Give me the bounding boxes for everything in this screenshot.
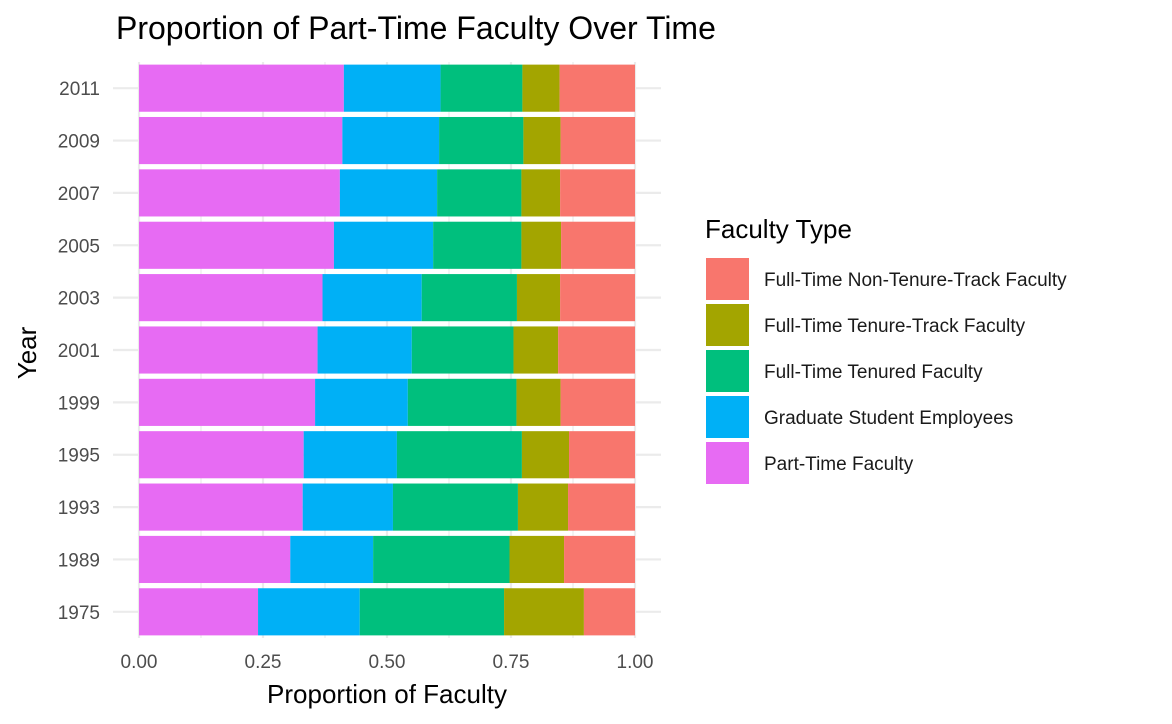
x-axis-title: Proportion of Faculty <box>267 679 507 709</box>
x-tick-label: 0.25 <box>245 652 282 673</box>
bar-segment <box>139 535 291 584</box>
legend-swatch <box>706 304 749 346</box>
bar-segment <box>516 274 561 322</box>
bar-segment <box>139 64 344 112</box>
x-tick-label: 1.00 <box>617 652 654 673</box>
legend-label: Full-Time Non-Tenure-Track Faculty <box>764 270 1067 291</box>
bar-segment <box>560 169 635 217</box>
bar-segment <box>516 378 561 426</box>
bar-segment <box>373 535 510 584</box>
bar-segment <box>504 588 584 636</box>
legend-swatch <box>706 350 749 392</box>
bar-segment <box>139 326 318 374</box>
y-tick-label: 2009 <box>58 132 100 153</box>
bar-segment <box>522 64 560 112</box>
bar-segment <box>258 588 360 636</box>
bar-segment <box>139 221 334 269</box>
bar-segment <box>342 116 440 165</box>
bar-segment <box>560 274 635 322</box>
chart-title: Proportion of Part-Time Faculty Over Tim… <box>116 10 716 46</box>
bar-segment <box>317 326 412 374</box>
legend-label: Full-Time Tenured Faculty <box>764 362 983 383</box>
bar-segment <box>411 326 514 374</box>
bar-segment <box>583 588 635 636</box>
bar-segment <box>437 169 522 217</box>
legend-swatch <box>706 442 749 484</box>
bar-segment <box>521 169 561 217</box>
bar-segment <box>433 221 522 269</box>
x-axis-ticks: 0.00 0.25 0.50 0.75 1.00 <box>121 652 654 673</box>
y-tick-label: 1975 <box>58 603 100 624</box>
bar-segment <box>517 483 569 531</box>
bar-segment <box>513 326 559 374</box>
bar-segment <box>339 169 438 217</box>
bar-segment <box>139 378 316 426</box>
y-tick-label: 2003 <box>58 289 100 310</box>
legend-label: Part-Time Faculty <box>764 454 914 475</box>
bar-segment <box>359 588 505 636</box>
bar-segment <box>396 431 522 479</box>
bar-segment <box>392 483 518 531</box>
legend-label: Full-Time Tenure-Track Faculty <box>764 316 1026 337</box>
bar-segment <box>139 169 340 217</box>
bar-segment <box>559 64 635 112</box>
bar-segment <box>290 535 374 584</box>
bar-segment <box>521 431 570 479</box>
bar-segment <box>139 483 303 531</box>
bar-segment <box>509 535 565 584</box>
y-tick-label: 1995 <box>58 446 100 467</box>
bar-segment <box>560 116 635 165</box>
bar-segment <box>440 64 523 112</box>
bar-segment <box>523 116 561 165</box>
bar-segment <box>421 274 517 322</box>
y-tick-label: 2005 <box>58 236 100 257</box>
legend-label: Graduate Student Employees <box>764 408 1013 429</box>
bar-segment <box>302 483 393 531</box>
bars <box>139 64 635 636</box>
bar-segment <box>560 378 635 426</box>
bar-segment <box>139 116 343 165</box>
y-tick-label: 1999 <box>58 393 100 414</box>
bar-segment <box>315 378 408 426</box>
bar-segment <box>561 221 635 269</box>
y-tick-label: 2007 <box>58 184 100 205</box>
y-tick-label: 1989 <box>58 550 100 571</box>
y-tick-label: 2011 <box>59 79 100 100</box>
bar-segment <box>139 274 323 322</box>
bar-segment <box>407 378 517 426</box>
bar-segment <box>569 431 635 479</box>
bar-segment <box>139 588 259 636</box>
bar-segment <box>333 221 434 269</box>
bar-segment <box>564 535 635 584</box>
bar-segment <box>139 431 304 479</box>
y-tick-label: 1993 <box>58 498 100 519</box>
y-axis-title: Year <box>12 326 42 379</box>
bar-segment <box>343 64 441 112</box>
legend-swatch <box>706 396 749 438</box>
y-axis-ticks: 1975 1989 1993 1995 1999 2001 2003 2005 2007 2009… <box>58 79 100 624</box>
bar-segment <box>558 326 635 374</box>
bar-segment <box>568 483 635 531</box>
legend-title: Faculty Type <box>705 214 852 244</box>
bar-segment <box>521 221 562 269</box>
x-tick-label: 0.75 <box>493 652 530 673</box>
legend-swatch <box>706 258 749 300</box>
y-tick-label: 2001 <box>58 341 100 362</box>
bar-segment <box>303 431 397 479</box>
x-tick-label: 0.00 <box>121 652 158 673</box>
legend: Faculty Type Full-Time Non-Tenure-Track … <box>705 214 1067 484</box>
bar-segment <box>322 274 422 322</box>
bar-segment <box>439 116 524 165</box>
x-tick-label: 0.50 <box>369 652 406 673</box>
